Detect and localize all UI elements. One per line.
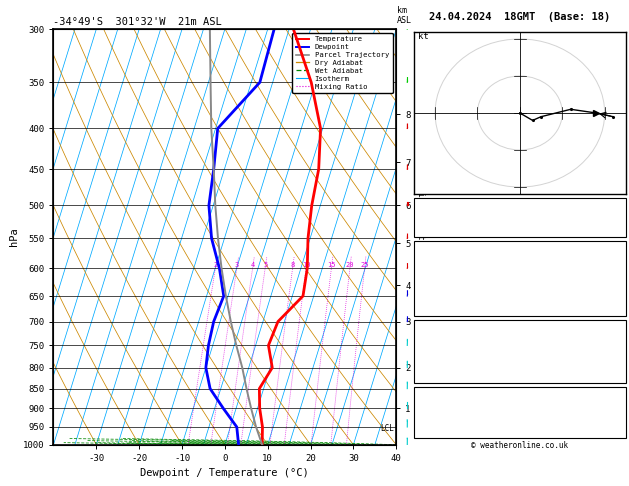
Text: hPa: hPa <box>9 227 19 246</box>
Text: km
ASL: km ASL <box>397 6 412 25</box>
Text: CAPE (J): CAPE (J) <box>417 296 457 305</box>
Text: StmSpd (kt): StmSpd (kt) <box>417 429 472 438</box>
Text: 192: 192 <box>608 408 623 417</box>
Text: 15: 15 <box>327 262 336 268</box>
Text: 303: 303 <box>608 342 623 351</box>
Text: 10: 10 <box>302 262 310 268</box>
Text: Totals Totals: Totals Totals <box>417 213 482 222</box>
Y-axis label: Mixing Ratio (g/kg): Mixing Ratio (g/kg) <box>416 186 425 288</box>
Text: θᴱ(K): θᴱ(K) <box>417 274 442 283</box>
Text: Surface: Surface <box>503 242 537 251</box>
Text: 19: 19 <box>613 353 623 362</box>
Text: 3.2: 3.2 <box>608 263 623 273</box>
Text: Most Unstable: Most Unstable <box>487 321 552 330</box>
Text: Temp (°C): Temp (°C) <box>417 253 462 261</box>
Text: CAPE (J): CAPE (J) <box>417 363 457 372</box>
Text: K: K <box>417 200 422 209</box>
Text: PW (cm): PW (cm) <box>417 226 452 235</box>
Text: Dewp (°C): Dewp (°C) <box>417 263 462 273</box>
Text: 0.5: 0.5 <box>608 226 623 235</box>
Text: 8.7: 8.7 <box>608 253 623 261</box>
Text: 19: 19 <box>613 285 623 294</box>
Text: 0: 0 <box>618 363 623 372</box>
Text: Lifted Index: Lifted Index <box>417 285 477 294</box>
Text: -27: -27 <box>608 200 623 209</box>
Legend: Temperature, Dewpoint, Parcel Trajectory, Dry Adiabat, Wet Adiabat, Isotherm, Mi: Temperature, Dewpoint, Parcel Trajectory… <box>292 33 392 93</box>
Text: 267°: 267° <box>603 418 623 428</box>
Text: 293: 293 <box>608 274 623 283</box>
Text: EH: EH <box>417 398 427 407</box>
Text: © weatheronline.co.uk: © weatheronline.co.uk <box>471 441 569 450</box>
Text: -34°49'S  301°32'W  21m ASL: -34°49'S 301°32'W 21m ASL <box>53 17 222 27</box>
Text: 750: 750 <box>608 331 623 341</box>
X-axis label: Dewpoint / Temperature (°C): Dewpoint / Temperature (°C) <box>140 469 309 478</box>
Text: 36: 36 <box>613 429 623 438</box>
Text: LCL: LCL <box>381 424 394 433</box>
Text: 71: 71 <box>613 398 623 407</box>
Text: 0: 0 <box>618 296 623 305</box>
Text: Lifted Index: Lifted Index <box>417 353 477 362</box>
Text: 20: 20 <box>345 262 354 268</box>
Text: 24.04.2024  18GMT  (Base: 18): 24.04.2024 18GMT (Base: 18) <box>429 12 611 22</box>
Text: 5: 5 <box>263 262 267 268</box>
Text: θᴱ (K): θᴱ (K) <box>417 342 447 351</box>
Text: 3: 3 <box>235 262 239 268</box>
Text: 25: 25 <box>360 262 369 268</box>
Text: CIN (J): CIN (J) <box>417 307 452 315</box>
Text: 17: 17 <box>613 213 623 222</box>
Text: kt: kt <box>418 32 429 41</box>
Text: 4: 4 <box>250 262 255 268</box>
Text: Pressure (mb): Pressure (mb) <box>417 331 482 341</box>
Text: 0: 0 <box>618 307 623 315</box>
Text: StmDir: StmDir <box>417 418 447 428</box>
Text: 8: 8 <box>291 262 295 268</box>
Text: SREH: SREH <box>417 408 437 417</box>
Text: 2: 2 <box>213 262 218 268</box>
Text: CIN (J): CIN (J) <box>417 374 452 382</box>
Text: Hodograph: Hodograph <box>498 388 542 397</box>
Text: 0: 0 <box>618 374 623 382</box>
